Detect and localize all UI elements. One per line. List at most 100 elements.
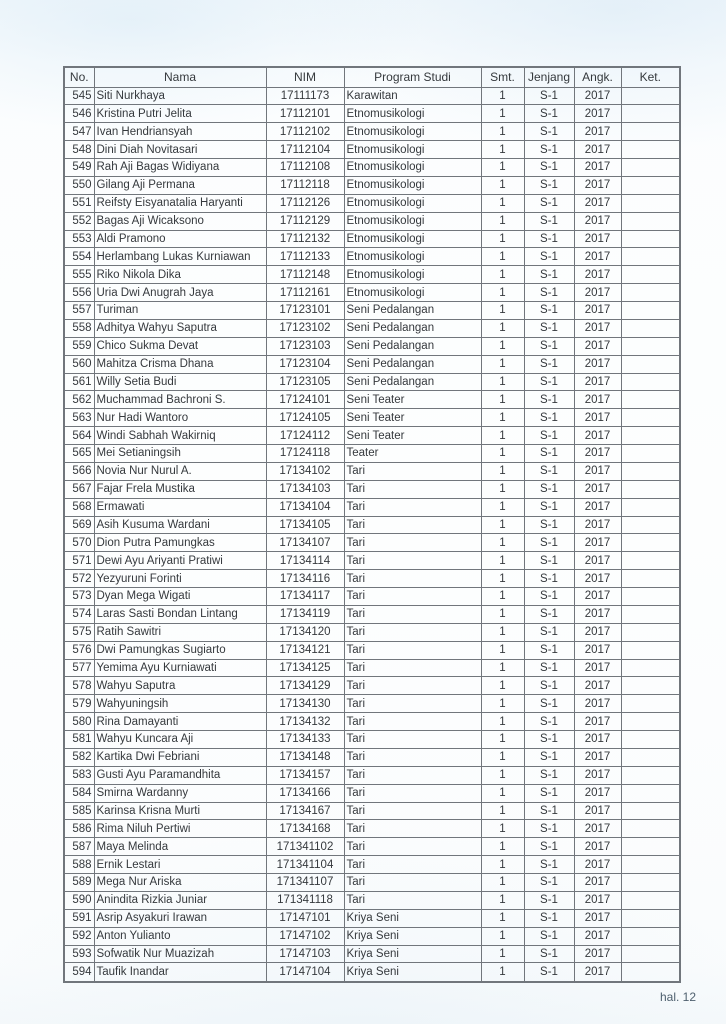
cell-program-studi: Tari bbox=[343, 587, 482, 606]
cell-jenjang: S-1 bbox=[523, 622, 575, 642]
cell-smt: 1 bbox=[480, 926, 525, 946]
cell-no: 566 bbox=[63, 461, 95, 481]
cell-nim: 171341104 bbox=[265, 855, 345, 874]
table-row: 545 Siti Nurkhaya 17111173 Karawitan 1 S-1 201… bbox=[63, 86, 681, 106]
table-row: 564 Windi Sabhah Wakirniq 17124112 Seni Tea… bbox=[63, 426, 681, 445]
cell-no: 554 bbox=[63, 247, 95, 267]
cell-nama: Asrip Asyakuri Irawan bbox=[93, 908, 267, 928]
cell-nama: Sofwatik Nur Muazizah bbox=[93, 944, 267, 964]
cell-ket bbox=[620, 229, 681, 249]
table-row: 587 Maya Melinda 171341102 Tari 1 S-1 2017 bbox=[63, 837, 681, 857]
cell-angk: 2017 bbox=[573, 461, 622, 481]
cell-ket bbox=[620, 801, 681, 821]
cell-program-studi: Etnomusikologi bbox=[343, 140, 482, 159]
cell-smt: 1 bbox=[480, 765, 525, 785]
cell-smt: 1 bbox=[480, 175, 525, 195]
cell-nama: Ratih Sawitri bbox=[93, 622, 267, 642]
cell-jenjang: S-1 bbox=[523, 569, 575, 588]
cell-nim: 17124112 bbox=[265, 426, 345, 445]
table-row: 585 Karinsa Krisna Murti 17134167 Tari 1 S-1 2… bbox=[63, 801, 681, 821]
column-header-nim: NIM bbox=[265, 66, 345, 88]
table-row: 561 Willy Setia Budi 17123105 Seni Pedalang… bbox=[63, 372, 681, 392]
cell-no: 593 bbox=[63, 944, 95, 964]
cell-ket bbox=[620, 747, 681, 767]
cell-jenjang: S-1 bbox=[523, 193, 575, 213]
cell-smt: 1 bbox=[480, 390, 525, 410]
table-row: 590 Anindita Rizkia Juniar 171341118 Tari 1 S… bbox=[63, 890, 681, 910]
cell-nim: 17134103 bbox=[265, 479, 345, 499]
cell-nim: 17134133 bbox=[265, 730, 345, 749]
table-row: 578 Wahyu Saputra 17134129 Tari 1 S-1 2017 bbox=[63, 676, 681, 696]
cell-nim: 17112108 bbox=[265, 158, 345, 177]
cell-jenjang: S-1 bbox=[523, 837, 575, 857]
cell-ket bbox=[620, 318, 681, 338]
cell-no: 587 bbox=[63, 837, 95, 857]
cell-no: 582 bbox=[63, 747, 95, 767]
cell-nama: Herlambang Lukas Kurniawan bbox=[93, 247, 267, 267]
cell-jenjang: S-1 bbox=[523, 408, 575, 428]
cell-smt: 1 bbox=[480, 658, 525, 678]
cell-angk: 2017 bbox=[573, 855, 622, 874]
cell-no: 565 bbox=[63, 444, 95, 463]
table-row: 591 Asrip Asyakuri Irawan 17147101 Kriya Se… bbox=[63, 908, 681, 928]
cell-nim: 17134129 bbox=[265, 676, 345, 696]
cell-smt: 1 bbox=[480, 229, 525, 249]
cell-ket bbox=[620, 569, 681, 588]
cell-nama: Muchammad Bachroni S. bbox=[93, 390, 267, 410]
cell-program-studi: Seni Pedalangan bbox=[343, 318, 482, 338]
cell-smt: 1 bbox=[480, 515, 525, 535]
table-row: 594 Taufik Inandar 17147104 Kriya Seni 1 S-1 2… bbox=[63, 962, 681, 983]
cell-no: 561 bbox=[63, 372, 95, 392]
cell-nim: 17147102 bbox=[265, 926, 345, 946]
cell-nim: 17111173 bbox=[265, 86, 345, 106]
table-row: 575 Ratih Sawitri 17134120 Tari 1 S-1 2017 bbox=[63, 622, 681, 642]
cell-ket bbox=[620, 211, 681, 231]
cell-nama: Kartika Dwi Febriani bbox=[93, 747, 267, 767]
cell-jenjang: S-1 bbox=[523, 140, 575, 159]
cell-nama: Anton Yulianto bbox=[93, 926, 267, 946]
cell-nama: Fajar Frela Mustika bbox=[93, 479, 267, 499]
cell-program-studi: Etnomusikologi bbox=[343, 104, 482, 124]
cell-nim: 17134148 bbox=[265, 747, 345, 767]
cell-nama: Maya Melinda bbox=[93, 837, 267, 857]
cell-jenjang: S-1 bbox=[523, 587, 575, 606]
cell-jenjang: S-1 bbox=[523, 354, 575, 374]
table-row: 579 Wahyuningsih 17134130 Tari 1 S-1 2017 bbox=[63, 694, 681, 714]
table-row: 550 Gilang Aji Permana 17112118 Etnomusikol… bbox=[63, 175, 681, 195]
cell-angk: 2017 bbox=[573, 801, 622, 821]
cell-smt: 1 bbox=[480, 283, 525, 302]
cell-program-studi: Etnomusikologi bbox=[343, 122, 482, 142]
cell-jenjang: S-1 bbox=[523, 461, 575, 481]
cell-smt: 1 bbox=[480, 873, 525, 892]
cell-no: 585 bbox=[63, 801, 95, 821]
cell-program-studi: Tari bbox=[343, 461, 482, 481]
cell-program-studi: Kriya Seni bbox=[343, 926, 482, 946]
cell-no: 560 bbox=[63, 354, 95, 374]
cell-no: 548 bbox=[63, 140, 95, 159]
cell-program-studi: Tari bbox=[343, 604, 482, 624]
cell-smt: 1 bbox=[480, 318, 525, 338]
cell-program-studi: Seni Teater bbox=[343, 408, 482, 428]
cell-program-studi: Tari bbox=[343, 622, 482, 642]
cell-no: 571 bbox=[63, 551, 95, 571]
cell-ket bbox=[620, 336, 681, 356]
cell-nama: Ermawati bbox=[93, 497, 267, 517]
cell-no: 584 bbox=[63, 783, 95, 803]
table-row: 548 Dini Diah Novitasari 17112104 Etnomusik… bbox=[63, 140, 681, 159]
cell-nim: 17134120 bbox=[265, 622, 345, 642]
page-number: hal. 12 bbox=[659, 990, 696, 1004]
cell-nama: Siti Nurkhaya bbox=[93, 86, 267, 106]
cell-no: 591 bbox=[63, 908, 95, 928]
cell-nim: 17134168 bbox=[265, 819, 345, 839]
cell-nim: 17134157 bbox=[265, 765, 345, 785]
cell-smt: 1 bbox=[480, 461, 525, 481]
cell-nim: 171341107 bbox=[265, 873, 345, 892]
cell-angk: 2017 bbox=[573, 122, 622, 142]
cell-nim: 17123104 bbox=[265, 354, 345, 374]
cell-jenjang: S-1 bbox=[523, 640, 575, 660]
cell-nim: 17134121 bbox=[265, 640, 345, 660]
table-header: No. Nama NIM Program Studi Smt. Jenjang Angk. K… bbox=[63, 66, 681, 88]
cell-nama: Ivan Hendriansyah bbox=[93, 122, 267, 142]
cell-nim: 17112133 bbox=[265, 247, 345, 267]
cell-smt: 1 bbox=[480, 372, 525, 392]
